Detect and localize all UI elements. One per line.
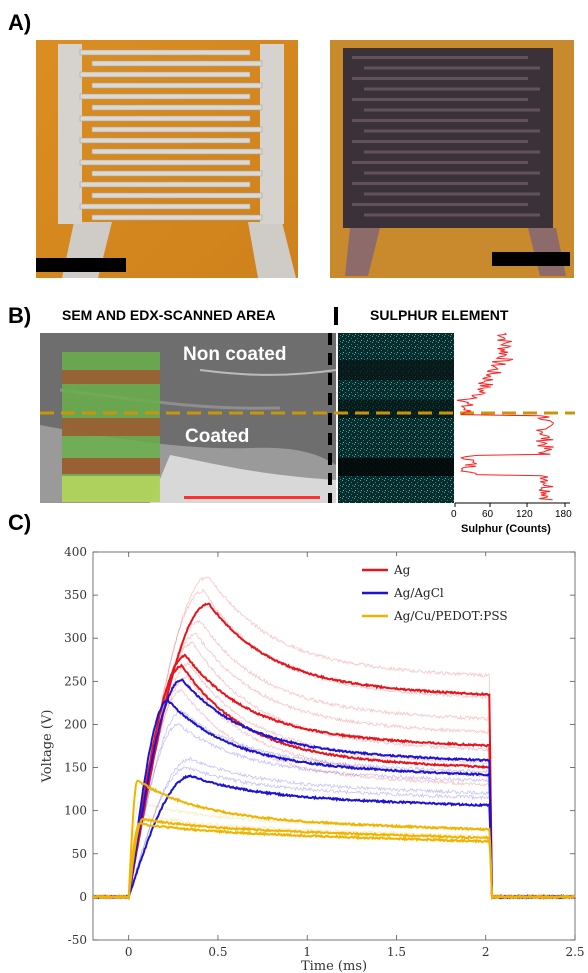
- legend-label: Ag/AgCl: [393, 586, 444, 600]
- y-tick-label: 350: [64, 588, 87, 602]
- x-tick-label: 2.5: [565, 945, 584, 959]
- y-tick-label: 50: [72, 847, 87, 861]
- x-tick-label: 2: [482, 945, 490, 959]
- y-tick-label: -50: [68, 933, 87, 947]
- x-tick-label: 1: [303, 945, 311, 959]
- sulphur-map: [338, 333, 454, 503]
- y-tick-label: 200: [64, 717, 87, 731]
- panel-b-divider-mark: [334, 307, 338, 325]
- profile-tick-60: 60: [482, 509, 494, 520]
- series-trace-2: [92, 822, 576, 901]
- panel-b-title-right: SULPHUR ELEMENT: [370, 307, 509, 323]
- sulphur-profile-plot: [454, 332, 570, 507]
- panel-a-label: A): [8, 10, 32, 35]
- legend-label: Ag/Cu/PEDOT:PSS: [393, 609, 508, 623]
- y-tick-label: 0: [79, 890, 87, 904]
- background-trace: [92, 801, 575, 900]
- legend-label: Ag: [393, 563, 411, 577]
- scale-bar: [184, 496, 320, 499]
- region-label-coated: Coated: [185, 426, 250, 447]
- background-trace: [92, 619, 576, 900]
- panel-c-label: C): [8, 510, 32, 535]
- plot-frame: [92, 551, 576, 941]
- y-axis-label: Voltage (V): [40, 710, 55, 784]
- y-tick-label: 250: [64, 674, 87, 688]
- coated-electrode-photo: [330, 40, 574, 278]
- panel-b-images: [40, 332, 575, 507]
- legend-box: [362, 556, 552, 626]
- sem-image: [40, 333, 337, 503]
- background-trace: [92, 709, 576, 900]
- profile-tick-180: 180: [555, 509, 572, 520]
- profile-axis-label: Sulphur (Counts): [461, 523, 551, 535]
- voltage-chart: -50 0 50 100 150 200 250 300 350 400 0 0.5 1 1.5 2 2.5 T…: [40, 545, 585, 973]
- region-label-non-coated: Non coated: [183, 344, 287, 365]
- x-tick-label: 1.5: [387, 945, 406, 959]
- profile-tick-120: 120: [516, 509, 533, 520]
- x-tick-label: 0: [125, 945, 133, 959]
- y-tick-label: 300: [64, 631, 87, 645]
- panel-a-photos: [36, 40, 574, 278]
- y-tick-label: 400: [64, 545, 87, 559]
- background-trace: [92, 588, 576, 900]
- panel-b-label: B): [8, 303, 32, 328]
- panel-b-title-left: SEM AND EDX-SCANNED AREA: [62, 307, 276, 323]
- profile-tick-0: 0: [451, 509, 457, 520]
- x-axis-label: Time (ms): [301, 959, 367, 973]
- series-trace-2: [92, 817, 576, 901]
- x-tick-label: 0.5: [208, 945, 227, 959]
- background-trace: [92, 756, 576, 901]
- uncoated-electrode-photo: [36, 40, 298, 278]
- y-tick-label: 150: [64, 761, 87, 775]
- y-tick-label: 100: [64, 804, 87, 818]
